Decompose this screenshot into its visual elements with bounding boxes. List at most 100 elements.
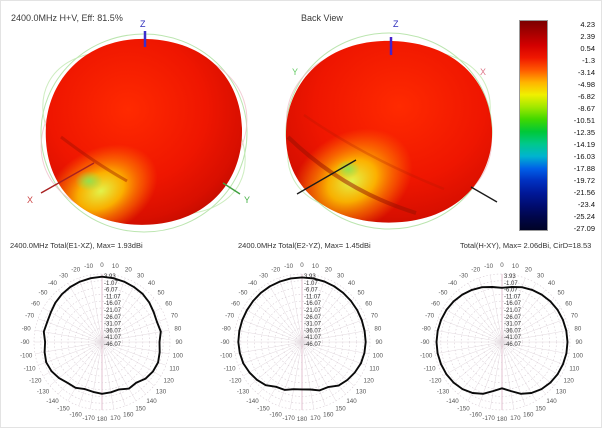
angle-tick-label: -100 <box>220 352 233 359</box>
angle-tick-label: 40 <box>348 280 355 287</box>
angle-tick-label: 90 <box>576 339 583 346</box>
r-tick-label: -1.07 <box>104 281 118 287</box>
polar-title-h-xy: Total(H-XY), Max= 2.06dBi, CirD=18.53 <box>460 241 592 250</box>
angle-tick-label: -30 <box>59 272 69 279</box>
r-tick-label: 3.93 <box>304 274 316 280</box>
colorbar-label: -25.24 <box>573 212 595 221</box>
angle-tick-label: 30 <box>537 272 544 279</box>
angle-tick-label: 60 <box>565 301 572 308</box>
z-axis-label: Z <box>140 19 146 29</box>
angle-tick-label: -110 <box>224 365 236 372</box>
angle-tick-label: 50 <box>558 290 565 297</box>
probe-line-right <box>470 186 498 203</box>
angle-tick-label: 0 <box>500 262 504 269</box>
r-tick-label: -26.07 <box>304 315 322 321</box>
angle-tick-label: -150 <box>57 406 70 413</box>
angle-tick-label: 180 <box>297 416 308 423</box>
r-tick-label: -31.07 <box>504 322 522 328</box>
x-axis-label: X <box>480 67 486 77</box>
angle-tick-label: 160 <box>523 411 534 418</box>
r-tick-label: -46.07 <box>504 342 522 348</box>
angle-tick-label: -50 <box>39 290 49 297</box>
angle-tick-label: 140 <box>146 398 157 405</box>
angle-tick-label: -40 <box>48 280 58 287</box>
angle-tick-label: 0 <box>100 262 104 269</box>
angle-tick-label: -100 <box>20 352 33 359</box>
r-tick-label: -41.07 <box>304 335 322 341</box>
angle-tick-label: 50 <box>358 290 365 297</box>
angle-tick-label: -50 <box>239 290 249 297</box>
angle-tick-label: -70 <box>225 313 235 320</box>
angle-tick-label: -150 <box>457 406 470 413</box>
r-tick-label: -6.07 <box>304 288 318 294</box>
angle-tick-label: -10 <box>284 263 294 270</box>
r-tick-label: -26.07 <box>104 315 122 321</box>
angle-tick-label: 120 <box>564 378 575 385</box>
polar-chart-e1-xz: 3.93-1.07-6.07-11.07-16.07-21.07-26.07-3… <box>20 262 184 423</box>
r-tick-label: -11.07 <box>104 294 121 300</box>
angle-tick-label: 50 <box>158 290 165 297</box>
angle-tick-label: -140 <box>246 398 259 405</box>
angle-tick-label: 130 <box>356 388 367 395</box>
angle-tick-label: 100 <box>173 352 184 359</box>
angle-tick-label: 60 <box>165 301 172 308</box>
angle-tick-label: -160 <box>269 411 282 418</box>
r-tick-label: -21.07 <box>104 308 122 314</box>
colorbar-label: -16.03 <box>573 152 595 161</box>
angle-tick-label: 110 <box>369 365 379 372</box>
r-tick-label: -16.07 <box>504 301 522 307</box>
angle-tick-label: 80 <box>374 326 381 333</box>
r-tick-label: -41.07 <box>104 335 122 341</box>
angle-tick-label: 20 <box>125 267 132 274</box>
angle-tick-label: -160 <box>69 411 82 418</box>
angle-tick-label: 130 <box>556 388 567 395</box>
angle-tick-label: 80 <box>574 326 581 333</box>
angle-tick-label: -20 <box>471 267 481 274</box>
angle-tick-label: -170 <box>482 415 495 422</box>
polar-plot-e2-yz: 2400.0MHz Total(E2-YZ), Max= 1.45dBi 3.9… <box>202 241 402 427</box>
angle-tick-label: 80 <box>174 326 181 333</box>
3d-pattern-back-view: Z Y X <box>285 19 498 230</box>
angle-tick-label: -170 <box>282 415 295 422</box>
r-tick-label: -31.07 <box>104 322 122 328</box>
colorbar-label: -23.4 <box>577 200 595 209</box>
angle-tick-label: 170 <box>310 415 321 422</box>
r-tick-label: -46.07 <box>304 342 322 348</box>
angle-tick-label: -120 <box>29 378 42 385</box>
polar-chart-h-xy: 3.93-1.07-6.07-11.07-16.07-21.07-26.07-3… <box>420 262 584 423</box>
angle-tick-label: -100 <box>420 352 433 359</box>
angle-tick-label: 60 <box>365 301 372 308</box>
colorbar-label: 0.54 <box>580 44 595 53</box>
r-tick-label: -36.07 <box>504 328 522 334</box>
colorbar-label: 4.23 <box>580 20 595 29</box>
angle-tick-label: -70 <box>425 313 435 320</box>
angle-tick-label: 90 <box>176 339 183 346</box>
y-axis-label: Y <box>292 67 298 77</box>
angle-tick-label: -130 <box>37 388 50 395</box>
colorbar-label: -12.35 <box>573 128 595 137</box>
angle-tick-label: -90 <box>21 339 31 346</box>
colorbar-label: -17.88 <box>573 164 595 173</box>
x-axis-line <box>40 162 95 194</box>
angle-tick-label: 150 <box>335 406 346 413</box>
r-tick-label: -46.07 <box>104 342 122 348</box>
angle-tick-label: -170 <box>82 415 95 422</box>
y-axis-label: Y <box>244 195 250 205</box>
angle-tick-label: 150 <box>535 406 546 413</box>
angle-tick-label: 70 <box>171 313 178 320</box>
colorbar-gradient <box>519 20 548 231</box>
r-tick-label: -1.07 <box>504 281 518 287</box>
angle-tick-label: -90 <box>421 339 431 346</box>
angle-tick-label: -80 <box>222 326 232 333</box>
r-tick-label: -21.07 <box>504 308 522 314</box>
angle-tick-label: -140 <box>446 398 459 405</box>
r-tick-label: -26.07 <box>504 315 522 321</box>
angle-tick-label: 110 <box>569 365 579 372</box>
angle-tick-label: 160 <box>123 411 134 418</box>
angle-tick-label: 120 <box>164 378 175 385</box>
r-tick-label: 3.93 <box>504 274 516 280</box>
angle-tick-label: 70 <box>371 313 378 320</box>
angle-tick-label: 10 <box>312 263 319 270</box>
angle-tick-label: 140 <box>346 398 357 405</box>
